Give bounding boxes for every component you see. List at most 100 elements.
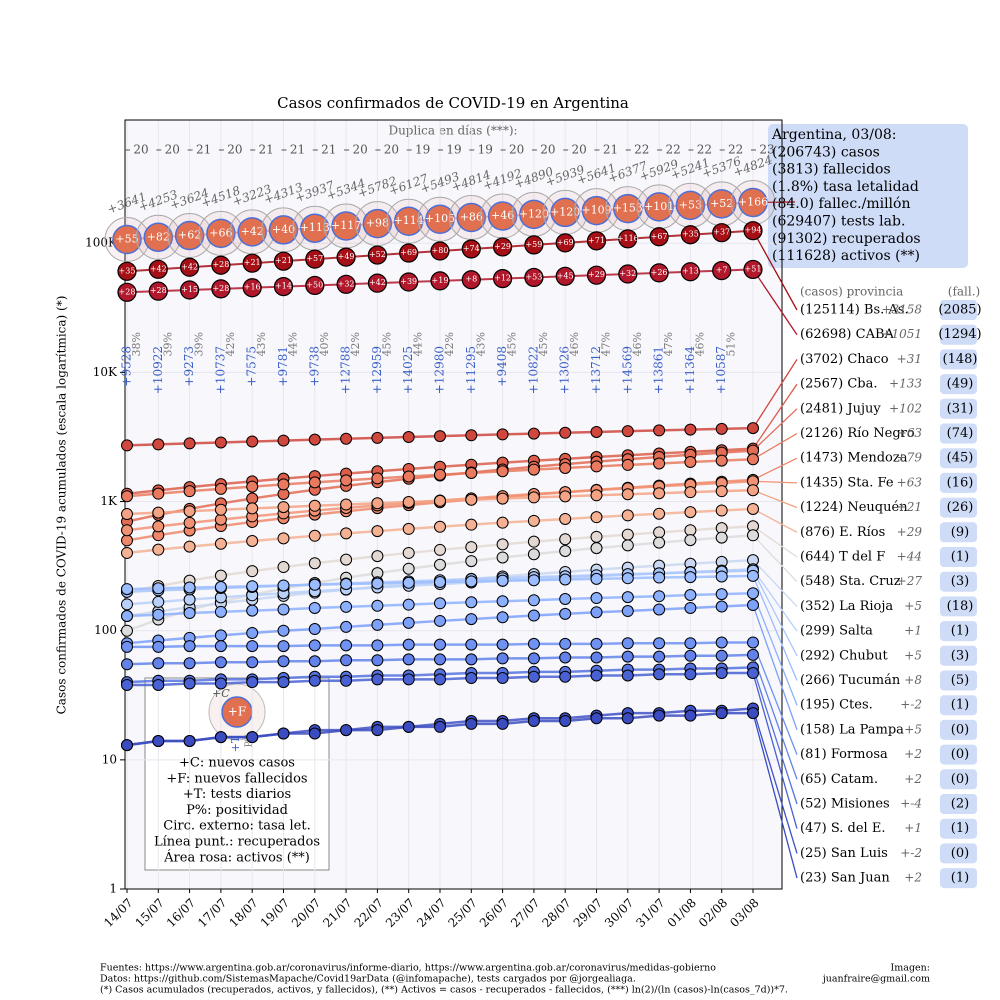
- point: [268, 215, 299, 245]
- legend-line: +T: tests diarios: [183, 787, 291, 802]
- death-label: +51: [745, 264, 762, 273]
- point: [618, 264, 638, 284]
- point: [152, 608, 165, 621]
- point: [308, 674, 321, 687]
- point: [621, 488, 634, 501]
- deaths-box: [940, 300, 977, 320]
- point: [214, 605, 227, 618]
- point: [399, 272, 419, 292]
- summary-line: (84.0) fallec./millón: [772, 196, 910, 212]
- death-label: +67: [651, 232, 668, 241]
- province-label: (2481) Jujuy: [800, 401, 881, 416]
- point: [559, 592, 572, 605]
- province-deaths: (9): [951, 525, 969, 540]
- province-new-cases: +2: [904, 772, 922, 786]
- panel-header: (casos) provincia: [800, 285, 903, 299]
- point: [308, 557, 321, 570]
- doubling-label: 19: [415, 143, 430, 157]
- point: [214, 580, 227, 593]
- province-label: (125114) Bs. As.: [800, 303, 909, 318]
- x-tick-label: 17/07: [195, 896, 229, 930]
- province-new-cases: +102: [889, 401, 922, 415]
- point: [496, 638, 509, 651]
- point: [527, 535, 540, 548]
- credit: juanfraire@gmail.com: [822, 974, 930, 985]
- footer-line: (*) Casos acumulados (recuperados, activ…: [100, 985, 788, 996]
- legend-line: Área rosa: activos (**): [163, 849, 310, 865]
- point: [465, 541, 478, 554]
- point: [214, 503, 227, 516]
- death-label: +21: [244, 258, 261, 267]
- point: [371, 724, 384, 737]
- province-new-cases: +-2: [900, 846, 922, 860]
- point: [277, 434, 290, 447]
- positivity-label: 45%: [537, 332, 550, 356]
- point: [402, 720, 415, 733]
- doubling-label: 20: [540, 143, 555, 157]
- point: [465, 613, 478, 626]
- point: [621, 425, 634, 438]
- point: [487, 201, 518, 231]
- point: [684, 506, 697, 519]
- point: [559, 637, 572, 650]
- point: [371, 618, 384, 631]
- positivity-label: 46%: [631, 332, 644, 356]
- deaths-box: [940, 423, 977, 444]
- point: [331, 211, 361, 241]
- positivity-label: 43%: [255, 332, 268, 356]
- point: [715, 485, 728, 498]
- tests-label: +11295: [464, 346, 478, 394]
- point: [121, 640, 133, 653]
- tests-label: +12959: [370, 346, 384, 394]
- x-tick-label: 01/08: [665, 896, 699, 930]
- death-label: +32: [338, 279, 355, 288]
- point: [237, 217, 267, 247]
- point: [684, 709, 697, 722]
- death-label: +117: [331, 219, 361, 232]
- province-deaths: (1294): [938, 327, 981, 342]
- connector: [752, 269, 798, 336]
- point: [527, 637, 540, 650]
- point: [434, 614, 446, 627]
- point: [621, 637, 634, 650]
- province-new-cases: +79: [897, 451, 923, 465]
- positivity-label: 44%: [287, 332, 300, 356]
- province-deaths: (2085): [938, 303, 981, 318]
- death-label: +52: [369, 250, 386, 259]
- point: [715, 667, 728, 680]
- point: [715, 454, 728, 467]
- point: [425, 204, 455, 234]
- connector: [752, 712, 798, 879]
- point: [519, 199, 549, 230]
- point: [747, 484, 759, 497]
- death-label: +80: [432, 246, 449, 255]
- doubling-label: 21: [196, 143, 211, 157]
- point: [211, 279, 231, 299]
- point: [305, 275, 325, 296]
- province-deaths: (0): [951, 747, 969, 762]
- tests-label: +11364: [683, 346, 697, 395]
- province-deaths: (1): [951, 821, 969, 836]
- point: [653, 709, 666, 722]
- tests-label: +13026: [558, 346, 572, 394]
- province-new-cases: +1051: [881, 327, 922, 341]
- province-new-cases: +27: [897, 574, 923, 588]
- death-label: +39: [400, 277, 417, 286]
- province-new-cases: +-4: [900, 797, 922, 811]
- point: [715, 504, 728, 517]
- point: [308, 623, 321, 636]
- y-tick-label: 100K: [85, 236, 118, 250]
- point: [340, 724, 353, 737]
- summary-line: (3813) fallecidos: [772, 162, 891, 178]
- point: [152, 520, 165, 533]
- connector: [752, 480, 798, 484]
- positivity-label: 46%: [568, 332, 581, 356]
- point: [371, 639, 384, 652]
- death-label: +28: [212, 284, 229, 293]
- deaths-box: [940, 843, 977, 864]
- positivity-label: 38%: [130, 332, 143, 356]
- point: [559, 714, 572, 727]
- point: [559, 607, 572, 620]
- point: [340, 498, 353, 511]
- point: [305, 249, 325, 269]
